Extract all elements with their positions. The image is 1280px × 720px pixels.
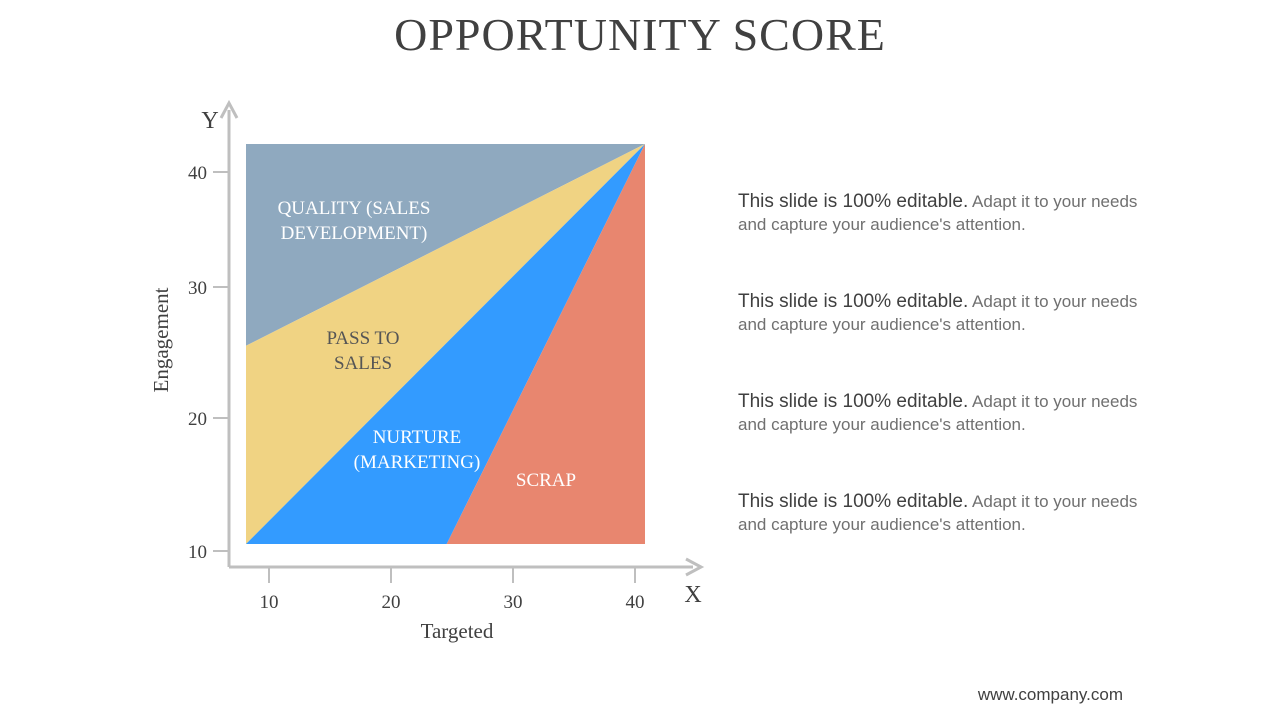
region-label-pass-to-sales: PASS TO SALES: [326, 328, 399, 374]
region-label-line: QUALITY (SALES: [278, 198, 431, 219]
note-item: This slide is 100% editable. Adapt it to…: [738, 390, 1158, 436]
region-label-nurture: NURTURE (MARKETING): [354, 427, 481, 473]
y-tick-label: 40: [188, 163, 207, 184]
footer-url[interactable]: www.company.com: [977, 685, 1123, 704]
x-axis-letter: X: [684, 582, 701, 608]
y-tick-label: 30: [188, 278, 207, 299]
y-axis-arrow: [219, 99, 239, 119]
x-tick-label: 30: [504, 592, 523, 613]
region-scrap: [446, 144, 645, 544]
x-axis-label: Targeted: [421, 619, 494, 643]
note-lead: This slide is 100% editable.: [738, 291, 969, 312]
x-tick-label: 40: [626, 592, 645, 613]
region-label-line: (MARKETING): [354, 452, 481, 473]
x-tick-label: 20: [382, 592, 401, 613]
y-axis-label: Engagement: [149, 287, 173, 392]
region-label-line: SCRAP: [516, 470, 576, 491]
note-item: This slide is 100% editable. Adapt it to…: [738, 490, 1158, 536]
y-axis-letter: Y: [201, 108, 218, 134]
note-body: Adapt it to your needs and capture your …: [738, 492, 1138, 534]
note-body: Adapt it to your needs and capture your …: [738, 392, 1138, 434]
note-body: Adapt it to your needs and capture your …: [738, 292, 1138, 334]
x-axis-arrow: [685, 557, 705, 577]
note-item: This slide is 100% editable. Adapt it to…: [738, 190, 1158, 236]
note-lead: This slide is 100% editable.: [738, 391, 969, 412]
region-label-line: DEVELOPMENT): [281, 223, 428, 244]
note-lead: This slide is 100% editable.: [738, 191, 969, 212]
y-tick-label: 20: [188, 409, 207, 430]
slide-title: OPPORTUNITY SCORE: [394, 9, 886, 60]
region-label-line: PASS TO: [326, 328, 399, 349]
note-item: This slide is 100% editable. Adapt it to…: [738, 290, 1158, 336]
y-tick-label: 10: [188, 542, 207, 563]
region-label-line: SALES: [334, 353, 392, 374]
region-nurture: [246, 144, 645, 544]
note-body: Adapt it to your needs and capture your …: [738, 192, 1138, 234]
x-tick-label: 10: [260, 592, 279, 613]
region-label-scrap: SCRAP: [516, 470, 576, 491]
region-label-line: NURTURE: [373, 427, 462, 448]
region-label-quality: QUALITY (SALES DEVELOPMENT): [278, 198, 431, 244]
note-lead: This slide is 100% editable.: [738, 491, 969, 512]
